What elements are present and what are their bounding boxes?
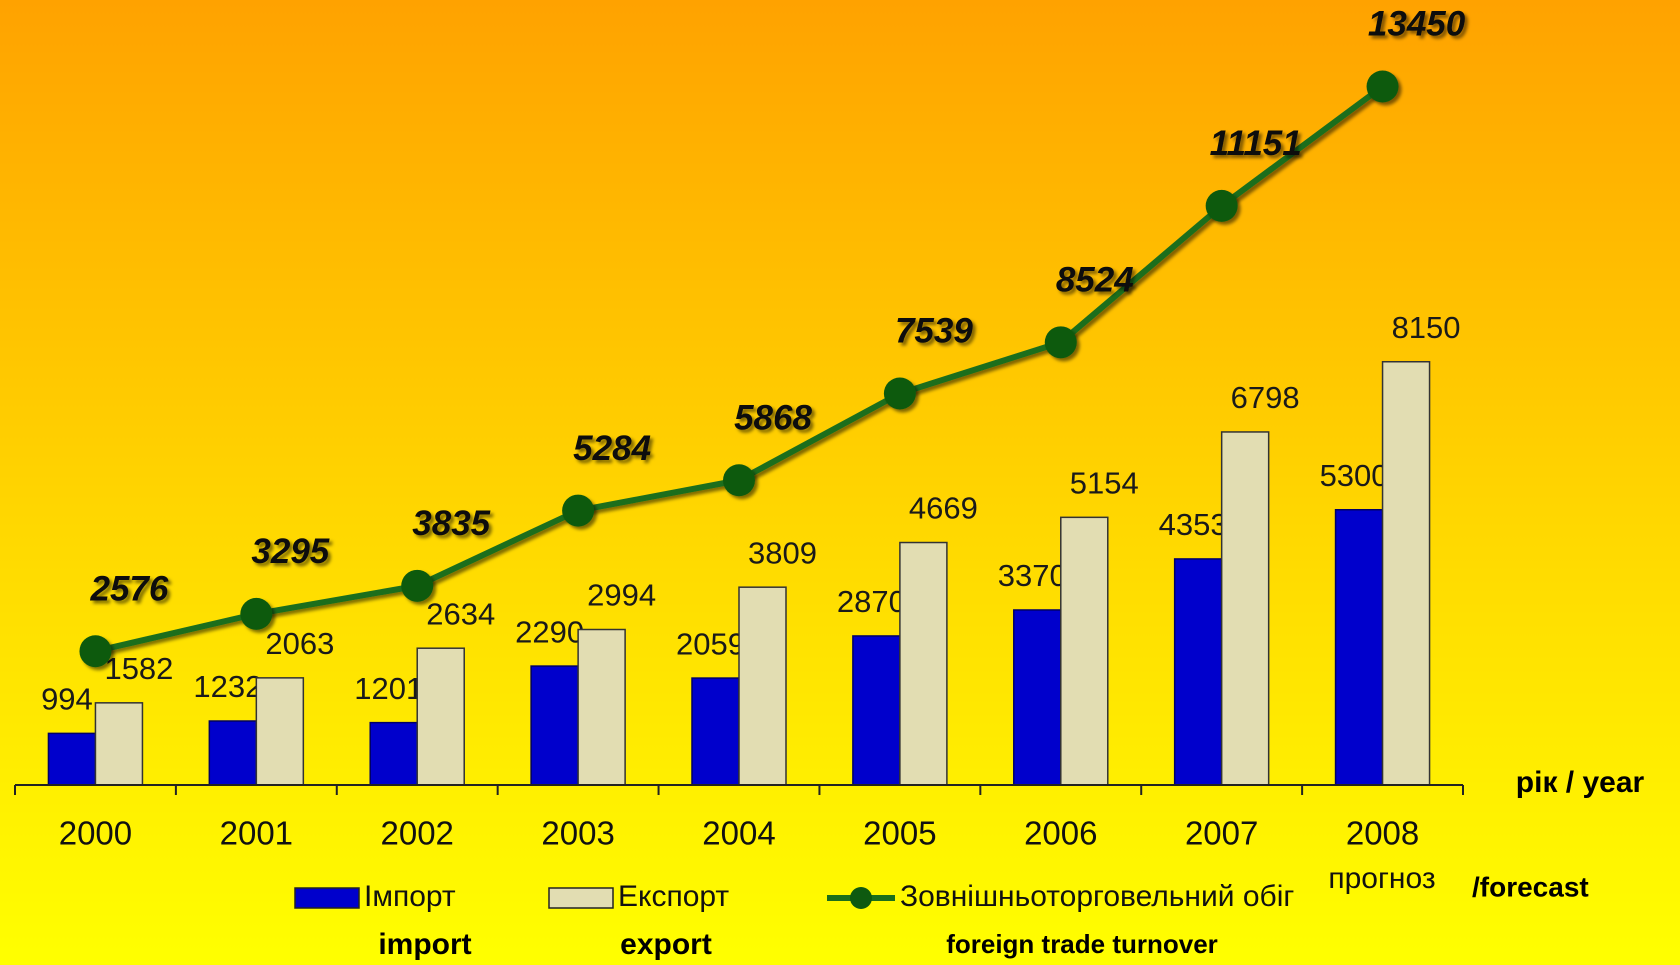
legend-translation: foreign trade turnover: [946, 929, 1218, 959]
data-label: 7539: [895, 312, 973, 351]
data-label: 1232: [193, 669, 262, 704]
legend-label: Експорт: [618, 880, 729, 913]
bar: [1334, 509, 1384, 786]
annotation: /forecast: [1472, 871, 1589, 902]
data-label: 4353: [1159, 507, 1228, 542]
bar: [94, 702, 144, 786]
x-tick-label: 2008: [1346, 815, 1419, 852]
data-label: 5284: [573, 429, 651, 468]
data-label: 1201: [354, 671, 423, 706]
data-label: 3835: [412, 504, 490, 543]
data-label: 8150: [1392, 310, 1461, 345]
bar: [1013, 609, 1062, 786]
x-tick-label: 2007: [1185, 815, 1258, 852]
x-tick-label: 2005: [863, 815, 936, 852]
data-label: 994: [41, 682, 93, 717]
data-label: 2576: [90, 569, 169, 608]
marker: [723, 464, 755, 497]
x-tick-label: 2001: [220, 815, 293, 852]
bar: [369, 721, 418, 786]
x-tick-label: 2003: [541, 815, 614, 852]
bar: [530, 665, 579, 786]
data-label: 6798: [1231, 380, 1300, 415]
bar: [1381, 360, 1431, 786]
x-tick-label: 2006: [1024, 815, 1097, 852]
x-tick-label: 2004: [702, 815, 775, 852]
legend-swatch: [294, 887, 360, 909]
legend-translation: import: [378, 928, 471, 961]
bar: [47, 732, 97, 786]
marker: [79, 635, 112, 668]
data-label: 2063: [265, 626, 334, 661]
data-label: 2634: [426, 596, 495, 631]
bar: [738, 586, 787, 786]
data-label: 3295: [251, 532, 329, 571]
data-label: 8524: [1056, 261, 1134, 300]
marker: [562, 494, 595, 527]
legend-label: Зовнішньоторговельний обіг: [900, 880, 1294, 913]
data-label: 5300: [1320, 458, 1389, 493]
bar: [208, 720, 258, 786]
marker: [401, 569, 434, 602]
marker: [1366, 70, 1399, 103]
data-label: 2994: [587, 578, 656, 613]
bar: [1060, 516, 1109, 786]
x-axis-label: рік / year: [1516, 766, 1645, 799]
bar: [852, 635, 901, 786]
legend-translation: export: [620, 928, 712, 961]
marker: [1205, 189, 1238, 222]
legend-label: Імпорт: [364, 880, 456, 913]
data-label: 1582: [104, 651, 173, 686]
data-label: 11151: [1210, 124, 1302, 163]
data-label: 2059: [676, 626, 745, 661]
data-label: 3809: [748, 535, 817, 570]
bar: [416, 647, 465, 786]
marker: [883, 377, 916, 410]
bar: [1173, 558, 1223, 786]
annotation: прогноз: [1328, 862, 1435, 895]
x-tick-label: 2002: [381, 815, 454, 852]
data-label: 2870: [837, 584, 906, 619]
bar: [255, 677, 305, 786]
data-label: 2290: [515, 614, 584, 649]
bar: [691, 677, 740, 786]
x-tick-label: 2000: [59, 815, 132, 852]
bar: [899, 541, 948, 786]
data-label: 4669: [909, 491, 978, 526]
marker: [1044, 326, 1077, 359]
legend-swatch: [850, 887, 872, 909]
legend-swatch: [548, 887, 614, 909]
data-label: 5154: [1070, 466, 1139, 501]
marker: [240, 597, 273, 630]
bar: [577, 628, 626, 786]
data-label: 3370: [998, 558, 1067, 593]
data-label: 5868: [734, 399, 812, 438]
data-label: 13450: [1368, 5, 1466, 44]
bar: [1220, 431, 1270, 786]
